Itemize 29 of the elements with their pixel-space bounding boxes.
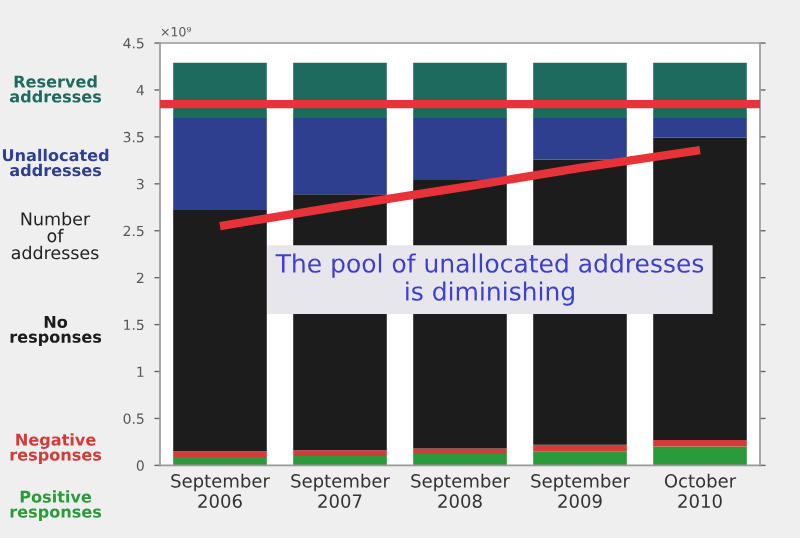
text: Reserved addresses [10, 75, 102, 103]
annotation: The pool of unallocated addresses is diminishing [275, 253, 704, 306]
bar [293, 455, 387, 466]
bar [533, 444, 627, 452]
bar [413, 448, 507, 455]
text: No responses [10, 315, 102, 346]
text: Positive responses [10, 490, 102, 521]
bar [173, 451, 267, 457]
bar [653, 446, 747, 466]
x-tick-label: September 2009 [531, 473, 630, 508]
bar [533, 118, 627, 160]
bar [653, 118, 747, 138]
bar [413, 454, 507, 466]
x-tick-label: September 2007 [291, 473, 390, 508]
text: Negative responses [10, 433, 102, 464]
x-tick-label: September 2008 [411, 473, 510, 508]
bar [173, 210, 267, 452]
bar [653, 440, 747, 447]
bar [173, 118, 267, 211]
line-series [215, 145, 705, 231]
bar [293, 450, 387, 456]
bar [173, 456, 267, 466]
bar [533, 451, 627, 466]
x-tick-label: October 2010 [664, 473, 737, 508]
bar [413, 118, 507, 181]
x-tick-label: September 2006 [171, 473, 270, 508]
bar [293, 118, 387, 195]
y-axis-title: Number of addresses [11, 211, 99, 260]
text: Unallocated addresses [2, 148, 109, 177]
